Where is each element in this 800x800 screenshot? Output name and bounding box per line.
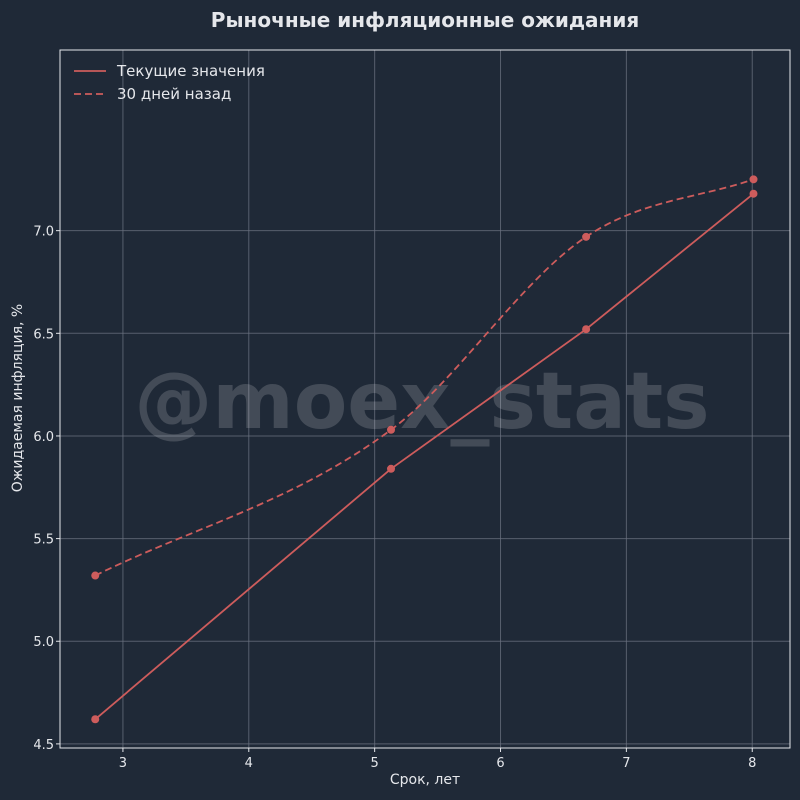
y-tick-label: 4.5 — [33, 738, 54, 753]
data-point — [387, 464, 396, 473]
data-point — [387, 425, 396, 434]
y-tick-label: 6.5 — [33, 327, 54, 342]
chart-title: Рыночные инфляционные ожидания — [211, 8, 639, 32]
data-point — [582, 232, 591, 241]
data-point — [749, 175, 758, 184]
x-tick-label: 5 — [371, 756, 379, 771]
x-tick-label: 3 — [119, 756, 127, 771]
x-tick-label: 8 — [748, 756, 756, 771]
y-tick-label: 7.0 — [33, 225, 54, 240]
plot-frame — [59, 49, 791, 749]
y-tick-label: 5.5 — [33, 533, 54, 548]
series-0 — [91, 189, 758, 724]
legend-label: Текущие значения — [116, 62, 265, 80]
y-axis-ticks: 4.5 5.0 5.5 6.0 6.5 7.0 — [33, 225, 60, 753]
legend: Текущие значения 30 дней назад — [74, 62, 265, 103]
x-tick-label: 6 — [496, 756, 504, 771]
y-tick-label: 6.0 — [33, 430, 54, 445]
data-point — [749, 189, 758, 198]
data-point — [582, 325, 591, 334]
series-layer — [91, 175, 758, 724]
x-tick-label: 7 — [622, 756, 630, 771]
x-tick-label: 4 — [245, 756, 253, 771]
grid — [60, 50, 790, 748]
y-tick-label: 5.0 — [33, 635, 54, 650]
series-1 — [91, 175, 758, 580]
watermark: @moex_stats — [134, 357, 709, 447]
x-axis-title: Срок, лет — [390, 772, 460, 788]
x-axis-ticks: 3 4 5 6 7 8 — [119, 748, 756, 771]
data-point — [91, 715, 100, 724]
y-axis-title: Ожидаемая инфляция, % — [10, 304, 26, 492]
legend-label: 30 дней назад — [117, 85, 231, 103]
data-point — [91, 571, 100, 580]
series-line — [94, 193, 755, 720]
